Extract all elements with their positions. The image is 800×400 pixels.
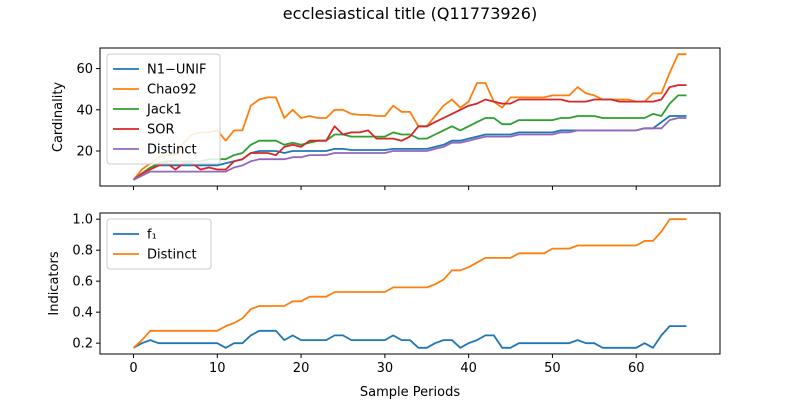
series-line (133, 117, 687, 181)
x-tick-label: 40 (460, 361, 477, 376)
y-tick-label: 40 (76, 103, 93, 118)
chart-title: ecclesiastical title (Q11773926) (283, 4, 537, 23)
legend-label: Jack1 (146, 103, 182, 118)
series-line (132, 94, 687, 181)
y-tick-label: 0.4 (72, 306, 93, 321)
indicators-panel: 0 10 20 30 40 50 60 0.2 0.4 0.6 0.8 1.0 Indicators Sa… (47, 212, 721, 400)
x-tick-label: 60 (628, 361, 645, 376)
legend-label: SOR (147, 123, 175, 138)
x-axis-label: Sample Periods (360, 385, 460, 400)
legend-box (106, 53, 221, 165)
x-tick-label: 20 (293, 361, 310, 376)
x-tick-label: 10 (209, 361, 226, 376)
x-tick-label: 30 (377, 361, 394, 376)
legend-box (106, 218, 212, 270)
series-line (132, 53, 687, 181)
cardinality-panel: 20 40 60 Cardinality N1−UNIF Chao92 Jack1 SOR Di… (51, 47, 721, 190)
series-line (132, 218, 687, 349)
legend-label: N1−UNIF (147, 63, 206, 78)
series-line (133, 325, 687, 349)
y-axis-label: Indicators (47, 251, 62, 315)
y-tick-label: 0.8 (72, 244, 93, 259)
y-tick-label: 0.6 (72, 275, 93, 290)
series-line (132, 84, 687, 181)
x-tick-label: 50 (544, 361, 561, 376)
y-axis-label: Cardinality (51, 82, 66, 153)
x-tick-label: 0 (129, 361, 137, 376)
y-tick-label: 0.2 (72, 337, 93, 352)
legend-label: Chao92 (147, 83, 197, 98)
legend-label: Distinct (147, 143, 197, 158)
legend-label: f₁ (147, 228, 157, 243)
y-tick-label: 1.0 (72, 213, 93, 228)
y-tick-label: 20 (76, 144, 93, 159)
y-tick-label: 60 (76, 62, 93, 77)
legend-label: Distinct (147, 248, 197, 263)
